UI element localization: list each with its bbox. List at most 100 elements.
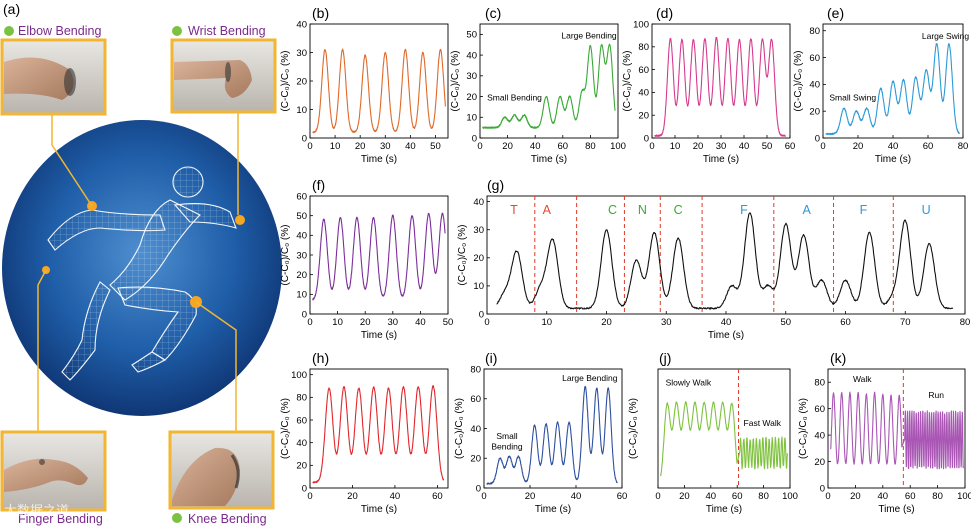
y-tick-label: 20 bbox=[638, 111, 649, 122]
annotation: Bending bbox=[491, 441, 522, 451]
x-tick-label: 40 bbox=[888, 141, 899, 152]
runner-wireframe-illustration bbox=[47, 166, 237, 381]
x-tick-label: 70 bbox=[900, 317, 911, 328]
y-axis-label: (C-C₀)/C₀ (%) bbox=[454, 398, 465, 459]
label-knee-bending: Knee Bending bbox=[188, 512, 267, 526]
watermark: 大数据之道 bbox=[4, 503, 69, 518]
photo-finger-bending bbox=[0, 430, 107, 512]
x-tick-label: 60 bbox=[905, 491, 916, 502]
y-tick-label: 50 bbox=[466, 30, 477, 41]
y-tick-label: 20 bbox=[470, 454, 481, 465]
x-tick-label: 50 bbox=[443, 317, 454, 328]
x-tick-label: 60 bbox=[840, 317, 851, 328]
chart-d: (d) 0 10 20 30 40 50 60 0 20 40 60 80 100 Time (s) (C-C… bbox=[622, 5, 795, 165]
plot-frame bbox=[827, 368, 966, 489]
panel-letter-k: (k) bbox=[830, 350, 846, 366]
y-tick-label: 40 bbox=[809, 80, 820, 91]
x-tick-label: 50 bbox=[780, 317, 791, 328]
y-tick-label: 0 bbox=[302, 133, 307, 144]
y-tick-label: 30 bbox=[296, 250, 307, 261]
plot-frame bbox=[309, 368, 449, 489]
y-axis-label: (C-C₀)/C₀ (%) bbox=[798, 398, 809, 459]
x-tick-label: 100 bbox=[782, 491, 798, 502]
panel-letter-i: (i) bbox=[485, 350, 497, 366]
y-tick-label: 30 bbox=[473, 225, 484, 236]
panel-letter-g: (g) bbox=[487, 177, 504, 193]
x-tick-label: 40 bbox=[415, 317, 426, 328]
y-tick-label: 40 bbox=[296, 231, 307, 242]
x-tick-label: 100 bbox=[957, 491, 971, 502]
y-tick-label: 50 bbox=[296, 211, 307, 222]
gesture-letter: C bbox=[608, 203, 617, 217]
y-tick-label: 100 bbox=[291, 370, 307, 381]
x-axis-label: Time (s) bbox=[878, 504, 914, 515]
gesture-letter: A bbox=[802, 203, 811, 217]
x-tick-label: 80 bbox=[758, 491, 769, 502]
y-tick-label: 80 bbox=[809, 26, 820, 37]
x-axis-label: Time (s) bbox=[708, 330, 744, 341]
y-axis-label: (C-C₀)/C₀ (%) bbox=[450, 50, 461, 111]
x-axis-label: Time (s) bbox=[703, 154, 739, 165]
series-line bbox=[654, 36, 786, 137]
y-tick-label: 0 bbox=[479, 309, 484, 320]
connector-lines bbox=[37, 112, 239, 432]
y-tick-label: 0 bbox=[644, 133, 649, 144]
gesture-letter: N bbox=[638, 203, 647, 217]
series-line bbox=[312, 48, 446, 134]
chart-f: (f) 0 10 20 30 40 50 0 10 20 30 40 50 60 Time (s) (C-C₀… bbox=[280, 177, 453, 341]
y-tick-label: 40 bbox=[470, 424, 481, 435]
y-tick-label: 0 bbox=[815, 133, 820, 144]
x-axis-label: Time (s) bbox=[531, 154, 567, 165]
y-tick-label: 40 bbox=[296, 19, 307, 30]
y-tick-label: 40 bbox=[296, 438, 307, 449]
series-line bbox=[825, 43, 960, 136]
y-tick-label: 0 bbox=[472, 133, 477, 144]
bullet-wrist bbox=[172, 26, 182, 36]
chart-i: (i) 0 20 40 60 0 20 40 60 80 Time (s) (C-C₀)/C₀ (%)… bbox=[454, 350, 627, 515]
y-tick-label: 60 bbox=[814, 404, 825, 415]
plot-frame bbox=[657, 368, 791, 489]
x-tick-label: 40 bbox=[405, 141, 416, 152]
x-tick-label: 10 bbox=[330, 141, 341, 152]
x-tick-label: 10 bbox=[541, 317, 552, 328]
y-tick-label: 0 bbox=[476, 483, 481, 494]
x-tick-label: 60 bbox=[732, 491, 743, 502]
y-tick-label: 80 bbox=[470, 364, 481, 375]
bullet-knee bbox=[172, 513, 182, 523]
x-tick-label: 20 bbox=[601, 317, 612, 328]
series-line bbox=[486, 385, 618, 485]
x-axis-label: Time (s) bbox=[361, 330, 397, 341]
y-axis-label: (C-C₀)/C₀ (%) bbox=[622, 50, 633, 111]
x-tick-label: 40 bbox=[390, 491, 401, 502]
y-tick-label: 80 bbox=[296, 393, 307, 404]
x-tick-label: 0 bbox=[820, 141, 825, 152]
x-tick-label: 80 bbox=[932, 491, 943, 502]
y-tick-label: 40 bbox=[473, 197, 484, 208]
annotation: Large Bending bbox=[562, 373, 618, 383]
y-tick-label: 20 bbox=[473, 253, 484, 264]
x-tick-label: 0 bbox=[655, 491, 660, 502]
y-tick-label: 0 bbox=[820, 483, 825, 494]
x-axis-label: Time (s) bbox=[361, 504, 397, 515]
y-tick-label: 30 bbox=[296, 48, 307, 59]
x-tick-label: 30 bbox=[388, 317, 399, 328]
y-axis-label: (C-C₀)/C₀ (%) bbox=[280, 50, 291, 111]
chart-h: (h) 0 20 40 60 0 20 40 60 80 100 Time (s) (C-C₀)/C₀ … bbox=[280, 350, 449, 515]
plot-frame bbox=[309, 195, 449, 315]
x-tick-label: 30 bbox=[716, 141, 727, 152]
annotation: Small Bending bbox=[487, 93, 542, 103]
x-tick-label: 0 bbox=[825, 491, 830, 502]
plot-frame bbox=[483, 368, 623, 489]
y-axis-label: (C-C₀)/C₀ (%) bbox=[793, 50, 804, 111]
x-tick-label: 30 bbox=[380, 141, 391, 152]
y-tick-label: 0 bbox=[302, 309, 307, 320]
y-tick-label: 10 bbox=[473, 281, 484, 292]
chart-e: (e) 0 20 40 60 80 0 20 40 60 80 Time (s) (C-C₀)/C₀ (… bbox=[793, 5, 969, 165]
y-tick-label: 10 bbox=[296, 290, 307, 301]
annotation: Small bbox=[496, 431, 517, 441]
x-tick-label: 20 bbox=[347, 491, 358, 502]
chart-c: (c) 0 20 40 60 80 100 0 10 20 30 40 50 Time (s) (C-C₀)… bbox=[450, 5, 626, 165]
series-line bbox=[830, 391, 965, 470]
x-tick-label: 20 bbox=[502, 141, 513, 152]
photo-knee-bending bbox=[168, 430, 275, 510]
